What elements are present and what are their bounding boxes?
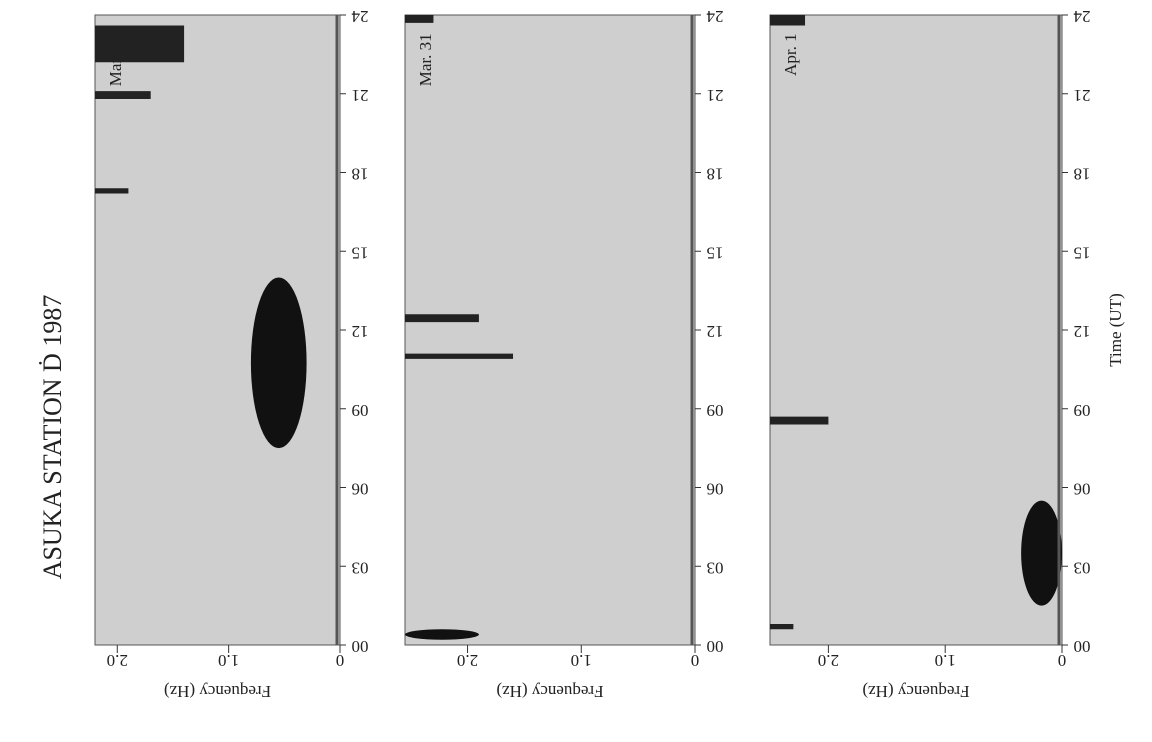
title: ASUKA STATION Ḋ 1987 [38,295,67,580]
spectral-feature [405,629,479,640]
y-axis-label: Frequency (Hz) [496,682,603,701]
date-label: Mar. 30 [106,33,125,86]
x-tick-label: 15 [1074,243,1091,262]
spectral-feature [95,25,185,63]
x-tick-label: 12 [352,322,369,341]
spectral-feature [405,353,514,359]
y-tick-label: 1.0 [571,651,592,670]
x-tick-label: 00 [707,637,724,656]
spectral-feature [770,624,794,630]
x-tick-label: 09 [352,401,369,420]
spectrogram-panel [404,14,696,646]
spectral-feature [95,188,129,194]
x-tick-label: 15 [707,243,724,262]
y-tick-label: 2.0 [818,651,839,670]
x-tick-label: 09 [707,401,724,420]
x-tick-label: 12 [707,322,724,341]
spectral-feature [1021,500,1063,606]
x-tick-label: 00 [1074,637,1091,656]
spectral-feature [405,314,479,323]
x-tick-label: 24 [706,7,724,26]
y-axis-label: Frequency (Hz) [862,682,969,701]
spectral-feature [95,91,151,99]
x-axis-label: Time (UT) [1106,293,1125,367]
y-tick-label: 2.0 [457,651,478,670]
rotated-figure: ASUKA STATION Ḋ 1987 0 1.0 2.0 Frequency (H… [38,7,1125,701]
x-tick-label: 18 [352,165,369,184]
y-tick-label: 0 [1058,651,1067,670]
y-tick-label: 0 [336,651,345,670]
spectral-feature [770,15,806,26]
y-tick-label: 1.0 [935,651,956,670]
x-tick-label: 24 [351,7,369,26]
x-tick-label: 24 [1073,7,1091,26]
spectral-feature [250,277,307,449]
x-tick-label: 18 [1074,165,1091,184]
x-tick-label: 21 [707,86,724,105]
spectrogram-panel [769,14,1063,646]
y-tick-label: 1.0 [218,651,239,670]
x-tick-label: 06 [352,480,369,499]
spectral-feature [770,416,829,425]
x-tick-label: 09 [1074,401,1091,420]
date-label: Apr. 1 [781,33,800,76]
x-tick-label: 03 [1074,558,1091,577]
x-tick-label: 06 [707,480,724,499]
x-tick-label: 12 [1074,322,1091,341]
x-tick-label: 15 [352,243,369,262]
date-label: Mar. 31 [416,33,435,86]
x-tick-label: 00 [352,637,369,656]
spectral-feature [405,15,434,23]
y-axis-label: Frequency (Hz) [164,682,271,701]
y-tick-label: 0 [691,651,700,670]
x-tick-label: 21 [1074,86,1091,105]
x-tick-label: 03 [352,558,369,577]
x-tick-label: 03 [707,558,724,577]
y-tick-label: 2.0 [107,651,128,670]
x-tick-label: 18 [707,165,724,184]
x-tick-label: 06 [1074,480,1091,499]
x-tick-label: 21 [352,86,369,105]
